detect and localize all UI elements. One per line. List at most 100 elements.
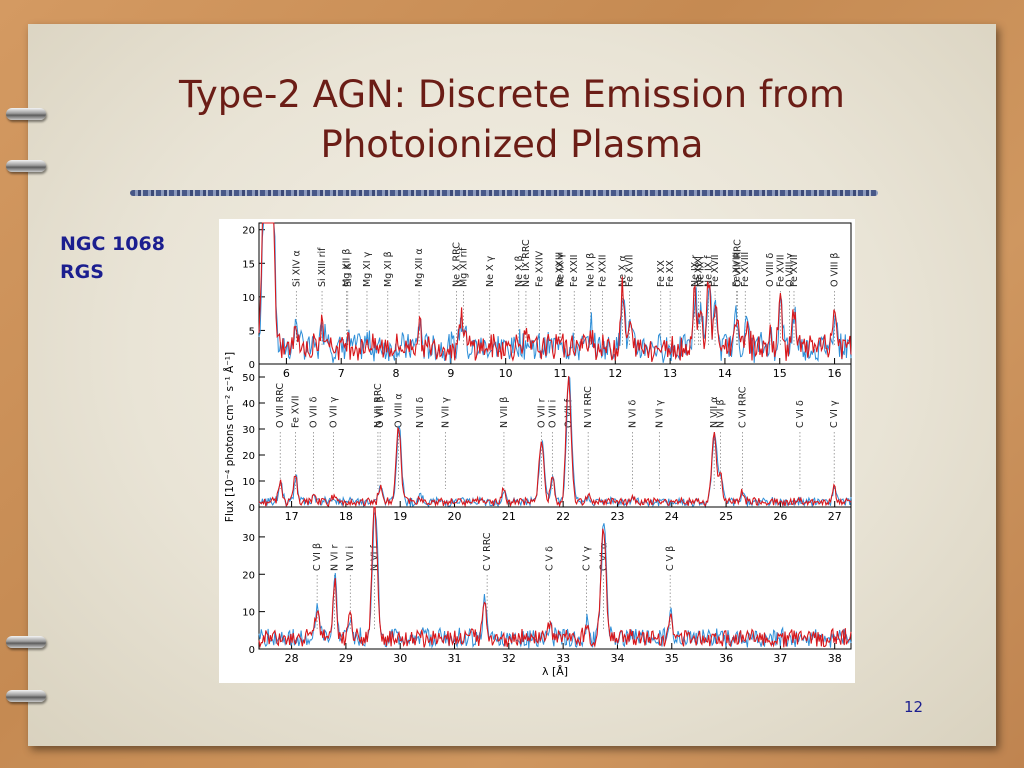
line-label: N VII γ	[440, 397, 451, 428]
y-tick-label: 30	[242, 533, 255, 544]
x-tick-label: 31	[448, 652, 462, 665]
line-label: O VII δ	[308, 396, 319, 428]
y-axis-label: Flux [10⁻⁴ photons cm⁻² s⁻¹ Å⁻¹]	[223, 352, 236, 522]
x-tick-label: 30	[393, 652, 407, 665]
line-label: O VIII δ	[765, 253, 776, 287]
y-tick-label: 15	[242, 259, 255, 270]
line-label: Fe XXIII	[554, 252, 565, 287]
x-tick-label: 27	[828, 510, 842, 523]
series-line	[258, 510, 852, 649]
line-label: Ne IX f	[703, 255, 714, 287]
x-tick-label: 12	[608, 367, 622, 380]
line-label: Fe XXIV	[535, 250, 546, 287]
y-tick-label: 10	[242, 293, 255, 304]
line-label: N VI f	[370, 545, 381, 571]
series-line	[258, 376, 852, 508]
line-label: C VI δ	[795, 400, 806, 428]
line-label: Fe XVII	[710, 255, 721, 287]
line-label: C VI RRC	[737, 386, 748, 428]
line-label: Fe XX	[656, 260, 667, 287]
x-tick-label: 37	[773, 652, 787, 665]
line-label: O VII f	[564, 398, 575, 428]
line-label: Fe XXII	[569, 255, 580, 287]
y-tick-label: 10	[242, 608, 255, 619]
page-number: 12	[904, 698, 924, 716]
line-label: Si XIII rif	[317, 247, 328, 287]
x-tick-label: 32	[502, 652, 516, 665]
slide-title-line2: Photoionized Plasma	[320, 123, 704, 166]
x-tick-label: 23	[610, 510, 624, 523]
line-label: C V γ	[582, 546, 593, 571]
x-tick-label: 15	[773, 367, 787, 380]
y-tick-label: 5	[249, 326, 255, 337]
line-label: N VII α	[709, 396, 720, 428]
x-tick-label: 18	[339, 510, 353, 523]
line-label: Fe XVII	[775, 255, 786, 287]
y-tick-label: 0	[249, 503, 255, 514]
x-tick-label: 16	[828, 367, 842, 380]
line-label: Fe XVII	[290, 396, 301, 428]
line-label: Mg XII β	[342, 249, 353, 287]
binder-ring-icon	[6, 160, 46, 172]
panel-frame	[258, 506, 852, 650]
line-label: O VIII RRC	[733, 239, 744, 287]
line-label: Ne IX RRC	[521, 239, 532, 287]
line-label: N VI β	[716, 399, 727, 428]
y-tick-label: 30	[242, 425, 255, 436]
line-label: Fe XVIII	[731, 252, 742, 287]
line-label: N VI δ	[628, 400, 639, 428]
x-tick-label: 33	[556, 652, 570, 665]
line-label: O VIII α	[394, 393, 405, 428]
x-tick-label: 14	[718, 367, 732, 380]
line-label: N VI RRC	[583, 386, 594, 428]
line-label: Si I K	[343, 262, 354, 287]
y-tick-label: 40	[242, 399, 255, 410]
line-label: Fe XVIII	[740, 252, 751, 287]
line-label: C VI β	[312, 543, 323, 571]
object-label: NGC 1068 RGS	[60, 230, 165, 286]
x-tick-label: 25	[719, 510, 733, 523]
x-tick-label: 38	[828, 652, 842, 665]
y-tick-label: 0	[249, 645, 255, 656]
line-label: O VIII γ	[785, 253, 796, 287]
instrument-name: RGS	[60, 261, 104, 283]
line-label: Ne IX i	[695, 256, 706, 287]
x-tick-label: 29	[339, 652, 353, 665]
line-label: Ne X β	[514, 255, 525, 287]
slide-title-line1: Type-2 AGN: Discrete Emission from	[179, 73, 845, 116]
y-tick-label: 0	[249, 360, 255, 371]
y-tick-label: 20	[242, 570, 255, 581]
line-label: N VI γ	[654, 400, 665, 428]
line-label: Fe XVII	[789, 255, 800, 287]
line-label: O VII r	[536, 398, 547, 428]
x-tick-label: 22	[556, 510, 570, 523]
spectrum-chart: 0 5 10 15 20 6 7 8 9 10 11 12 13 14 15 16 Si XIV α Si XII…	[219, 219, 855, 683]
x-tick-label: 8	[393, 367, 400, 380]
series-line	[258, 506, 852, 649]
x-tick-label: 19	[393, 510, 407, 523]
line-label: O VII β	[375, 396, 386, 428]
x-tick-label: 11	[553, 367, 567, 380]
binder-ring-icon	[6, 636, 46, 648]
x-tick-label: 9	[447, 367, 454, 380]
y-tick-label: 20	[242, 451, 255, 462]
y-tick-label: 20	[242, 226, 255, 237]
decorative-divider	[130, 190, 878, 196]
line-label: Fe XXII	[598, 255, 609, 287]
line-label: Mg XI β	[383, 251, 394, 287]
line-label: N VII δ	[415, 397, 426, 428]
x-tick-label: 36	[719, 652, 733, 665]
x-tick-label: 35	[665, 652, 679, 665]
line-label: Ne IX r	[690, 255, 701, 287]
binder-ring-icon	[6, 108, 46, 120]
line-label: Ne X RRC	[451, 242, 462, 287]
line-label: Si XIV α	[291, 250, 302, 287]
line-label: Ne IX β	[586, 253, 597, 287]
line-label: Mg XII α	[414, 248, 425, 287]
line-label: C VI α	[598, 543, 609, 571]
line-label: O VII i	[547, 400, 558, 428]
spectrum-chart-svg: 0 5 10 15 20 6 7 8 9 10 11 12 13 14 15 16 Si XIV α Si XII…	[223, 222, 852, 678]
line-label: C V β	[665, 546, 676, 571]
line-label: Fe XIX	[694, 257, 705, 287]
x-tick-label: 21	[502, 510, 516, 523]
